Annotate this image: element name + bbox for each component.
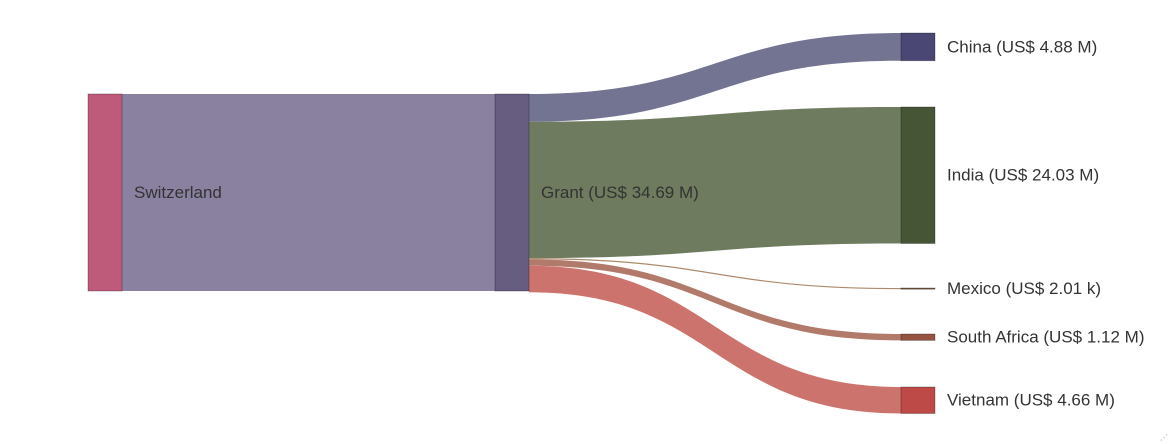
labels-layer: Switzerland Grant (US$ 34.69 M) China (US$… [134, 37, 1144, 409]
link-grant-to-vietnam[interactable] [529, 265, 901, 414]
link-switzerland-to-grant[interactable] [122, 94, 495, 291]
node-grant[interactable] [494, 93, 530, 292]
link-grant-to-south_africa[interactable] [529, 259, 901, 341]
node-china[interactable] [900, 32, 936, 62]
links-layer [122, 33, 901, 414]
node-south-africa[interactable] [900, 333, 936, 341]
resize-grip-icon: ⋰ [1160, 433, 1168, 442]
link-grant-to-china[interactable] [529, 33, 901, 122]
node-india[interactable] [900, 106, 936, 244]
nodes-layer [87, 32, 936, 414]
label-switzerland: Switzerland [134, 183, 222, 202]
link-grant-to-mexico[interactable] [529, 258, 901, 290]
label-vietnam: Vietnam (US$ 4.66 M) [947, 391, 1115, 410]
label-india: India (US$ 24.03 M) [947, 166, 1099, 185]
label-china: China (US$ 4.88 M) [947, 37, 1097, 56]
label-grant: Grant (US$ 34.69 M) [541, 183, 699, 202]
label-south-africa: South Africa (US$ 1.12 M) [947, 328, 1144, 347]
node-switzerland[interactable] [87, 93, 123, 292]
label-mexico: Mexico (US$ 2.01 k) [947, 279, 1101, 298]
node-mexico[interactable] [900, 287, 936, 290]
node-vietnam[interactable] [900, 386, 936, 414]
link-grant-to-india[interactable] [529, 107, 901, 259]
